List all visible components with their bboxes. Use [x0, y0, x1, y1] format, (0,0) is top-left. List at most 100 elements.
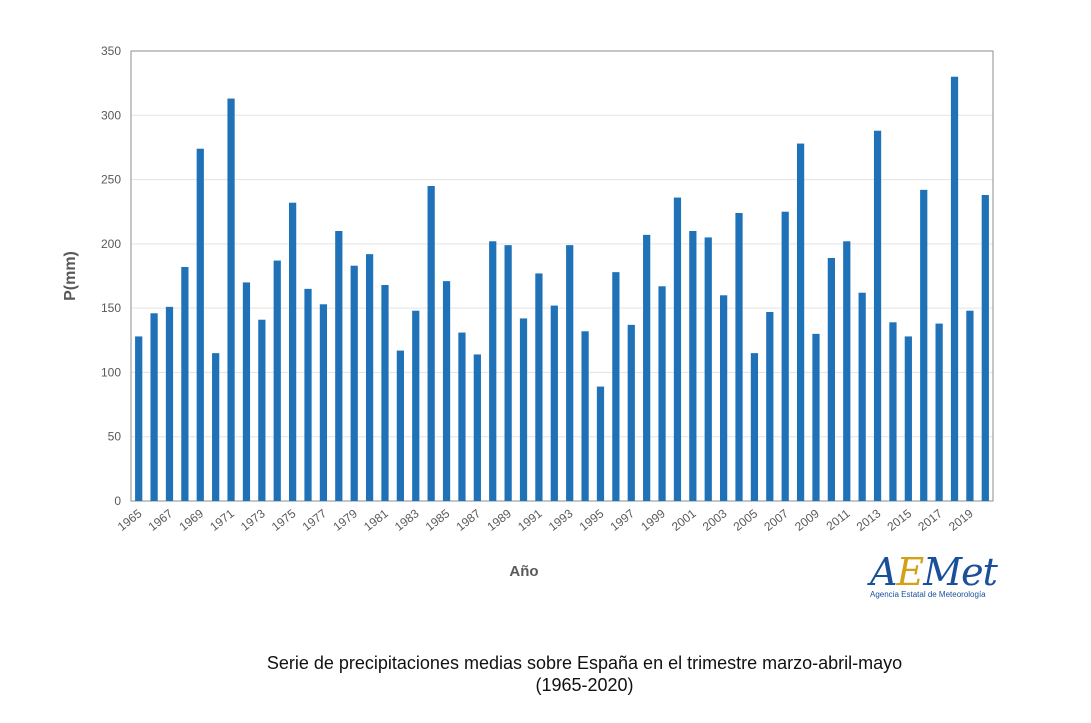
bar: [550, 305, 558, 501]
bar: [135, 336, 143, 501]
x-tick-label: 1985: [423, 506, 453, 534]
bar: [150, 313, 158, 501]
bar: [489, 241, 497, 502]
y-tick-label: 250: [101, 173, 121, 187]
bar: [381, 285, 389, 501]
y-tick-label: 200: [101, 237, 121, 251]
x-tick-label: 1973: [238, 506, 268, 534]
figure-caption: Serie de precipitaciones medias sobre Es…: [0, 652, 1091, 696]
bar: [827, 258, 835, 501]
bar: [766, 312, 774, 501]
x-tick-label: 1997: [607, 506, 637, 534]
bar: [504, 245, 512, 501]
bar: [242, 282, 251, 501]
bar: [519, 318, 528, 501]
x-tick-label: 2001: [669, 506, 699, 534]
bar: [920, 189, 928, 501]
bar: [535, 273, 543, 501]
y-tick-label: 300: [101, 108, 121, 122]
x-tick-label: 2013: [854, 506, 884, 534]
bar: [566, 245, 574, 501]
y-tick-label: 50: [108, 430, 122, 444]
bar: [273, 260, 281, 501]
bar: [196, 148, 204, 501]
bar: [643, 234, 651, 501]
x-tick-label: 2011: [824, 506, 853, 533]
y-tick-label: 150: [101, 301, 121, 315]
bar: [966, 310, 974, 501]
bar: [812, 333, 820, 501]
aemet-logo: AEMet Agencia Estatal de Meteorología: [866, 548, 998, 604]
bar: [212, 353, 220, 501]
bar: [458, 332, 466, 501]
bar: [612, 272, 620, 501]
x-tick-label: 2003: [700, 506, 730, 534]
y-tick-label: 0: [114, 494, 121, 508]
bar: [689, 231, 697, 501]
y-tick-label: 350: [101, 44, 121, 58]
x-tick-label: 1971: [207, 506, 237, 534]
x-tick-label: 1999: [638, 506, 668, 534]
bar: [658, 286, 666, 501]
x-tick-label: 1979: [330, 506, 360, 534]
bar: [889, 322, 897, 501]
bar: [227, 98, 235, 502]
bar: [796, 143, 805, 502]
x-tick-label: 1989: [484, 506, 514, 534]
bar: [319, 304, 328, 501]
x-tick-label: 2015: [885, 506, 915, 534]
y-axis-title: P(mm): [62, 251, 79, 301]
y-tick-label: 100: [101, 365, 121, 379]
aemet-logo-subtitle: Agencia Estatal de Meteorología: [870, 590, 986, 599]
x-tick-label: 1995: [577, 506, 607, 534]
bar: [843, 241, 851, 502]
bar: [673, 197, 682, 502]
bar: [720, 295, 728, 501]
bar: [735, 213, 743, 501]
caption-line-2: (1965-2020): [535, 675, 634, 695]
bar: [596, 386, 605, 501]
x-tick-label: 1969: [176, 506, 206, 534]
x-axis-title: Año: [509, 563, 538, 580]
x-tick-label: 1981: [361, 506, 391, 534]
caption-line-1: Serie de precipitaciones medias sobre Es…: [266, 653, 903, 673]
x-tick-label: 1965: [115, 506, 145, 534]
x-tick-label: 1993: [546, 506, 576, 534]
bar: [289, 202, 297, 501]
bar: [350, 265, 358, 501]
x-tick-label: 1987: [454, 506, 484, 534]
bar: [258, 319, 266, 501]
bar: [981, 195, 989, 501]
x-tick-label: 1975: [269, 506, 299, 534]
x-tick-label: 2005: [731, 506, 761, 534]
aemet-logo-mark: AEMet: [870, 550, 998, 594]
x-tick-label: 2007: [761, 506, 791, 534]
x-tick-label: 2009: [792, 506, 822, 534]
bar: [181, 267, 189, 501]
bar: [750, 353, 759, 501]
bar: [396, 350, 404, 501]
x-tick-label: 2017: [915, 506, 945, 534]
bar: [365, 254, 374, 501]
bar: [412, 310, 420, 501]
x-tick-label: 1977: [300, 506, 330, 534]
bar: [335, 231, 343, 501]
bar: [627, 324, 635, 501]
bar: [904, 336, 912, 501]
bar: [704, 237, 712, 501]
bar: [858, 292, 866, 501]
bar: [427, 186, 435, 501]
bar: [304, 288, 312, 501]
bar: [165, 306, 174, 501]
bar: [473, 354, 481, 501]
plot-frame: [130, 50, 994, 502]
x-tick-label: 1983: [392, 506, 422, 534]
x-tick-label: 1991: [515, 506, 545, 534]
bar: [581, 331, 589, 501]
bar: [935, 323, 943, 501]
bar: [442, 281, 451, 501]
bar: [873, 130, 882, 501]
x-tick-label: 1967: [146, 506, 176, 534]
